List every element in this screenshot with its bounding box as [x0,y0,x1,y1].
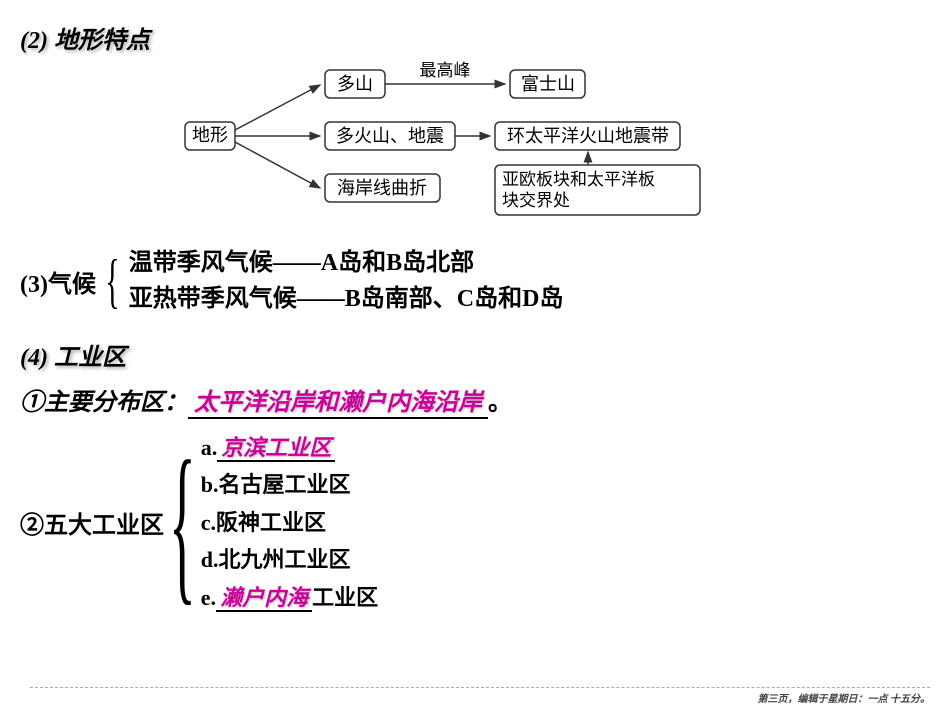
diagram-root: 地形 [192,125,228,145]
diagram-branch3: 海岸线曲折 [337,178,427,198]
list-item: e.濑户内海工业区 [201,579,378,616]
diagram-below-l2: 块交界处 [502,191,570,210]
diagram-branch1-target: 富士山 [521,74,575,94]
climate-line1: 温带季风气候——A岛和B岛北部 [129,245,564,281]
diagram-branch1-label: 最高峰 [420,61,471,80]
climate-label: (3)气候 [20,264,96,299]
diagram-branch2: 多火山、地震 [336,126,444,146]
terrain-diagram: 地形 多山 最高峰 富士山 多火山、地震 环太平洋火山地震带 海岸线曲折 亚欧板… [180,60,930,230]
distribution-answer: 太平洋沿岸和濑户内海沿岸 [188,382,488,419]
list-item: d.北九州工业区 [201,541,378,578]
diagram-branch2-target: 环太平洋火山地震带 [507,126,669,146]
list-item: a.京滨工业区 [201,429,378,466]
item-e-prefix: e. [201,585,216,610]
item-e-suffix: 工业区 [312,585,378,610]
five-zones-section: ②五大工业区 { a.京滨工业区 b.名古屋工业区 c.阪神工业区 d.北九州工… [20,429,930,616]
five-zones-label: ②五大工业区 [20,505,164,540]
distribution-trail: 。 [488,382,512,417]
distribution-label: ①主要分布区： [20,382,188,417]
item-e-answer: 濑户内海 [216,585,312,612]
bracket-icon: { [105,251,119,311]
item-a-prefix: a. [201,435,218,460]
item-a-answer: 京滨工业区 [217,435,335,462]
diagram-below-l1: 亚欧板块和太平洋板 [502,170,655,189]
distribution-row: ①主要分布区： 太平洋沿岸和濑户内海沿岸 。 [20,382,930,419]
climate-line2: 亚热带季风气候——B岛南部、C岛和D岛 [129,281,564,317]
heading-terrain: (2) 地形特点 [20,20,930,55]
list-item: b.名古屋工业区 [201,466,378,503]
diagram-branch1: 多山 [337,74,373,94]
climate-section: (3)气候 { 温带季风气候——A岛和B岛北部 亚热带季风气候——B岛南部、C岛… [20,245,930,317]
heading-industry: (4) 工业区 [20,337,930,372]
big-bracket-icon: { [169,434,196,610]
page-footer: 第三页，编辑于星期日：一点 十五分。 [30,687,930,705]
list-item: c.阪神工业区 [201,504,378,541]
